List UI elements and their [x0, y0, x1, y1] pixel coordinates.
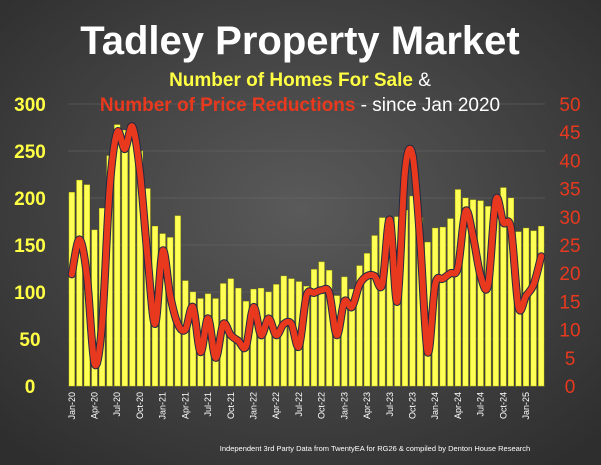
bar	[129, 139, 136, 387]
x-axis-tick-label: Oct-24	[498, 392, 508, 419]
x-axis-tick-label: Oct-23	[408, 392, 418, 419]
right-axis-tick-label: 25	[559, 236, 580, 257]
subtitle-line-1: Number of Homes For Sale &	[169, 70, 431, 91]
x-axis-tick-label: Jul-20	[112, 392, 122, 417]
x-axis-tick-label: Apr-22	[271, 392, 281, 419]
x-axis-tick-label: Jan-23	[339, 392, 349, 420]
x-axis-tick-label: Oct-22	[317, 392, 327, 419]
x-axis-tick-label: Apr-23	[362, 392, 372, 419]
left-axis-tick-label: 250	[14, 142, 46, 163]
subtitle-line-series: Number of Price Reductions	[100, 95, 356, 116]
bar	[371, 235, 378, 387]
x-axis-tick-label: Oct-20	[135, 392, 145, 419]
bar	[500, 187, 507, 387]
right-axis-tick-label: 30	[559, 208, 580, 229]
x-axis-tick-label: Apr-20	[90, 392, 100, 419]
bar	[447, 218, 454, 387]
right-axis-tick-label: 50	[559, 95, 580, 116]
bar	[76, 179, 83, 387]
x-axis-tick-label: Apr-21	[180, 392, 190, 419]
bar	[311, 269, 318, 387]
left-axis-tick-label: 300	[14, 95, 46, 116]
bar	[379, 217, 386, 387]
bar	[439, 226, 446, 387]
bar	[174, 215, 181, 387]
right-axis-tick-label: 35	[559, 180, 580, 201]
x-axis-tick-label: Jul-23	[385, 392, 395, 417]
left-axis-tick-label: 0	[25, 377, 36, 398]
bar	[333, 295, 340, 387]
chart-title: Tadley Property Market	[80, 19, 519, 63]
bar	[538, 225, 545, 387]
left-axis-tick-label: 50	[19, 330, 40, 351]
left-axis-tick-label: 200	[14, 189, 46, 210]
subtitle-bar-series: Number of Homes For Sale	[169, 70, 413, 91]
left-axis-tick-label: 150	[14, 236, 46, 257]
x-axis-tick-label: Jan-20	[67, 392, 77, 420]
line-series	[67, 122, 546, 370]
bar	[364, 253, 371, 387]
x-axis-tick-label: Apr-24	[453, 392, 463, 419]
price-reductions-line	[68, 123, 545, 369]
x-axis: Jan-20 Apr-20 Jul-20 Oct-20 Jan-21 Apr-21 Jul-…	[67, 392, 531, 420]
bar	[462, 197, 469, 387]
bar	[470, 199, 477, 387]
bar	[356, 265, 363, 387]
bar	[114, 124, 121, 387]
x-axis-tick-label: Jul-24	[476, 392, 486, 417]
right-axis: 0 5 10 15 20 25 30 35 40 45 50	[559, 95, 580, 398]
left-axis-tick-label: 100	[14, 283, 46, 304]
x-axis-tick-label: Jan-25	[521, 392, 531, 420]
subtitle-line-2: Number of Price Reductions - since Jan 2…	[100, 95, 500, 116]
footer-credit: Independent 3rd Party Data from TwentyEA…	[220, 444, 530, 453]
bar	[318, 261, 325, 387]
x-axis-tick-label: Oct-21	[226, 392, 236, 419]
bar	[121, 130, 128, 387]
right-axis-tick-label: 5	[565, 349, 576, 370]
x-axis-tick-label: Jan-24	[430, 392, 440, 420]
bar	[348, 288, 355, 387]
right-axis-tick-label: 45	[559, 123, 580, 144]
right-axis-tick-label: 0	[565, 377, 576, 398]
right-axis-tick-label: 15	[559, 292, 580, 313]
x-axis-tick-label: Jul-22	[294, 392, 304, 417]
subtitle-since: - since Jan 2020	[355, 95, 500, 116]
x-axis-tick-label: Jan-22	[249, 392, 259, 420]
x-axis-tick-label: Jul-21	[203, 392, 213, 417]
left-axis: 0 50 100 150 200 250 300	[14, 95, 46, 398]
bar	[530, 230, 537, 387]
bar	[485, 206, 492, 387]
bar	[265, 291, 272, 387]
x-axis-tick-label: Jan-21	[158, 392, 168, 420]
right-axis-tick-label: 20	[559, 264, 580, 285]
right-axis-tick-label: 40	[559, 151, 580, 172]
bar	[477, 200, 484, 387]
bar	[409, 195, 416, 387]
right-axis-tick-label: 10	[559, 321, 580, 342]
bar	[68, 192, 75, 387]
subtitle-ampersand: &	[413, 70, 431, 91]
bar	[454, 189, 461, 387]
